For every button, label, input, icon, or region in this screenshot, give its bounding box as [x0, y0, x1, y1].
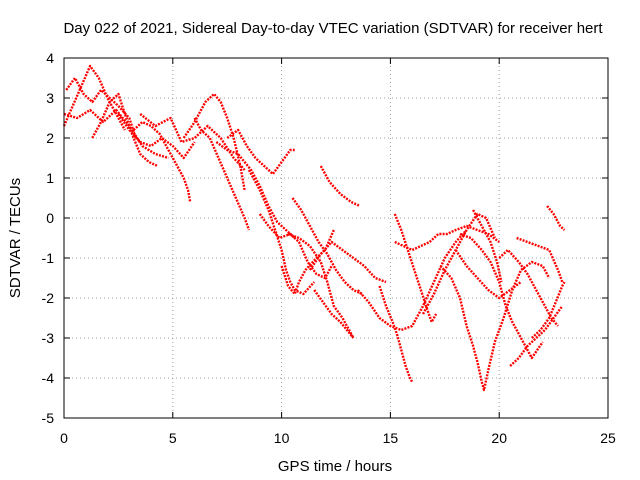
series-arc-04	[91, 92, 159, 168]
series-layer	[62, 64, 566, 392]
x-axis-label: GPS time / hours	[278, 458, 392, 475]
series-arc-17	[308, 240, 387, 284]
series-arc-32	[530, 281, 566, 339]
y-axis-label: SDTVAR / TECUs	[7, 178, 24, 298]
series-arc-21	[378, 285, 414, 383]
y-tick-label: 4	[46, 50, 54, 66]
y-tick-label: 3	[46, 90, 54, 106]
series-arc-16	[291, 197, 363, 296]
series-arc-15	[287, 232, 355, 339]
y-tick-label: -3	[42, 330, 55, 346]
series-arc-02	[65, 76, 137, 139]
series-arc-33	[546, 205, 566, 231]
series-arc-30	[509, 305, 564, 367]
x-tick-label: 5	[169, 430, 177, 446]
series-arc-28	[472, 209, 503, 283]
y-tick-label: -4	[42, 370, 55, 386]
series-arc-31	[516, 236, 564, 283]
chart-title: Day 022 of 2021, Sidereal Day-to-day VTE…	[63, 20, 603, 37]
x-tick-label: 25	[600, 430, 616, 446]
x-tick-label: 10	[274, 430, 290, 446]
y-tick-label: 2	[46, 130, 54, 146]
series-arc-12	[247, 169, 316, 296]
series-arc-10	[226, 128, 295, 176]
series-arc-13	[258, 213, 333, 280]
series-arc-11	[215, 141, 296, 239]
series-arc-09	[193, 117, 251, 231]
y-tick-label: -1	[42, 250, 55, 266]
y-tick-label: -5	[42, 410, 55, 426]
plot-frame	[63, 57, 609, 419]
y-tick-label: -2	[42, 290, 55, 306]
y-tick-label: 0	[46, 210, 54, 226]
series-arc-06	[132, 120, 192, 203]
series-arc-08	[182, 92, 246, 191]
x-tick-label: 20	[491, 430, 507, 446]
x-tick-label: 0	[60, 430, 68, 446]
ticks: 0 5 10 15 20 25 -5 -4 -3 -2 -1 0 1 2 3 4	[42, 50, 616, 446]
y-tick-label: 1	[46, 170, 54, 186]
series-arc-18	[313, 289, 355, 339]
series-arc-24	[421, 212, 496, 315]
x-tick-label: 15	[383, 430, 399, 446]
series-arc-03	[63, 108, 169, 160]
grid	[64, 58, 608, 418]
series-arc-20	[356, 229, 468, 332]
series-arc-26	[454, 249, 522, 300]
series-arc-25	[439, 260, 551, 392]
series-arc-22	[394, 224, 500, 252]
series-arc-23	[393, 213, 438, 324]
series-arc-05	[117, 113, 196, 160]
